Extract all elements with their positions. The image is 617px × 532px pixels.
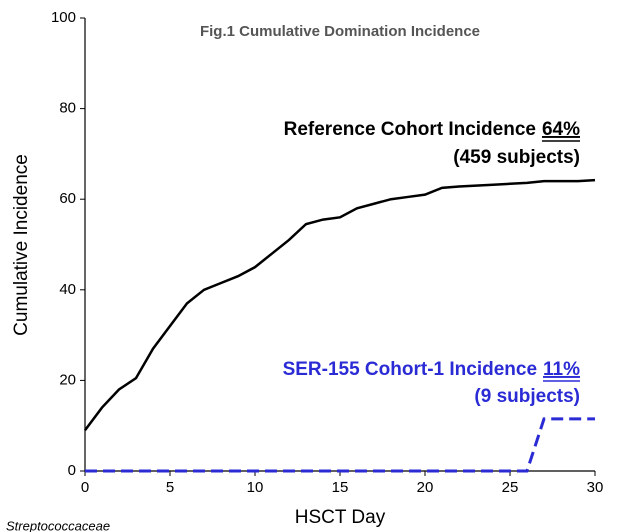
footnote: Streptococcaceae <box>6 518 110 532</box>
y-tick-label: 100 <box>51 9 76 26</box>
x-tick-label: 5 <box>166 479 174 496</box>
series-line <box>85 417 595 473</box>
annotation-label: Reference Cohort Incidence <box>284 119 536 140</box>
x-tick-label: 10 <box>247 479 264 496</box>
series-line <box>84 178 596 431</box>
y-axis-label: Cumulative Incidence <box>11 154 32 336</box>
annotation-label: SER-155 Cohort-1 Incidence <box>283 359 537 380</box>
x-tick-label: 0 <box>81 479 89 496</box>
y-tick-label: 40 <box>59 281 76 298</box>
x-tick-label: 20 <box>417 479 434 496</box>
annotation-rate: 11% <box>543 359 580 380</box>
x-tick-label: 25 <box>502 479 519 496</box>
x-tick-label: 15 <box>332 479 349 496</box>
x-tick-label: 30 <box>587 479 604 496</box>
chart-title: Fig.1 Cumulative Domination Incidence <box>200 23 480 40</box>
y-tick-label: 20 <box>59 371 76 388</box>
y-tick-label: 0 <box>68 462 76 479</box>
annotation-subjects: (9 subjects) <box>474 386 580 407</box>
annotation-rate: 64% <box>542 119 580 140</box>
y-tick-label: 60 <box>59 190 76 207</box>
y-tick-label: 80 <box>59 100 76 117</box>
x-axis-label: HSCT Day <box>295 507 386 528</box>
annotation-subjects: (459 subjects) <box>453 147 580 168</box>
